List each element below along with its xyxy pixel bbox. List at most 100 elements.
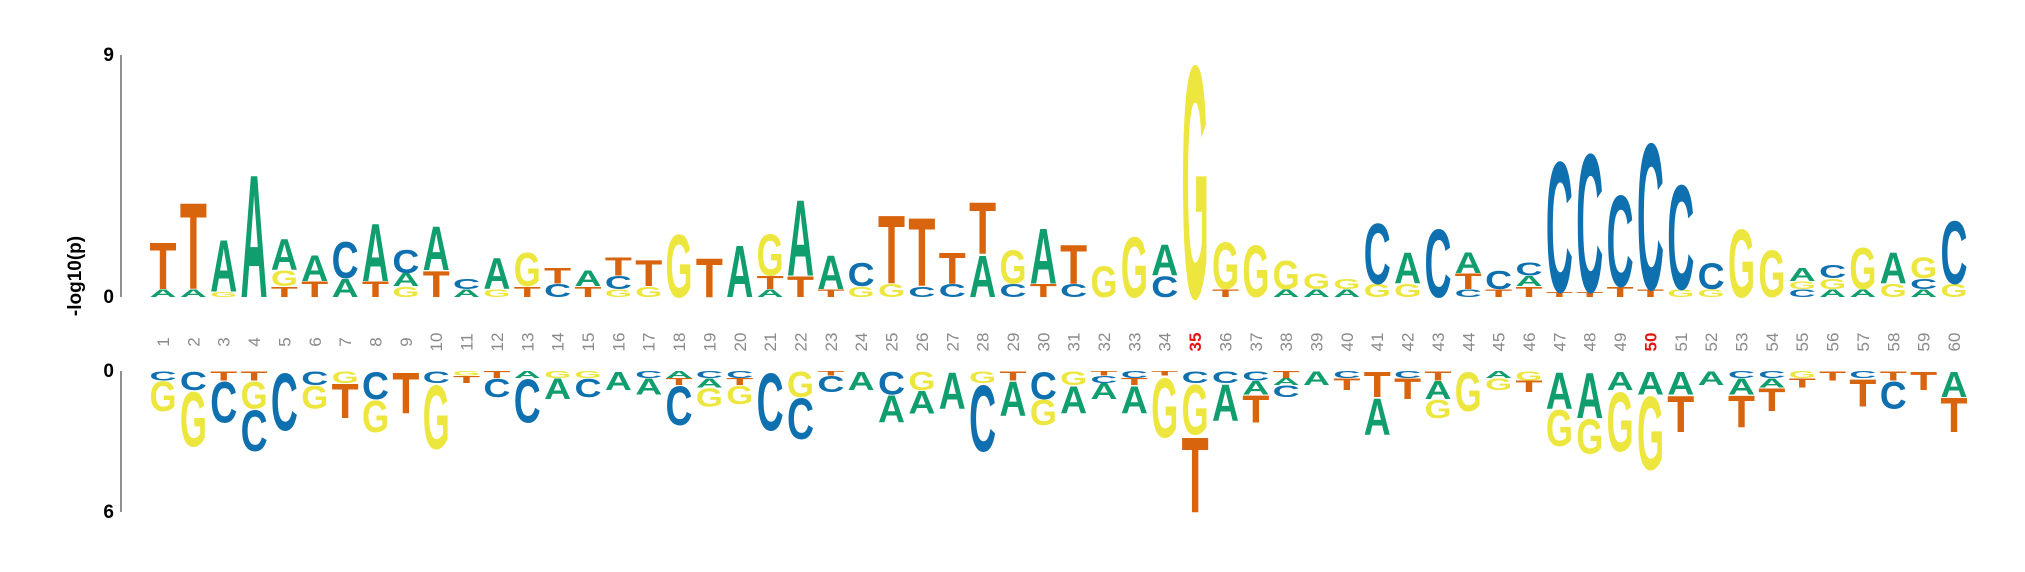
logo-letter: T xyxy=(453,374,480,385)
logo-letter: T xyxy=(1607,284,1635,301)
logo-letter: G xyxy=(514,244,541,298)
logo-letter: C xyxy=(180,366,207,395)
logo-letter: T xyxy=(362,277,389,302)
logo-letter: A xyxy=(1303,287,1330,300)
logo-letter: T xyxy=(1151,370,1179,377)
position-label: 51 xyxy=(1672,333,1691,352)
logo-letter: T xyxy=(423,263,450,305)
logo-letter: T xyxy=(271,284,299,301)
logo-letter: G xyxy=(1758,236,1785,311)
logo-letter: T xyxy=(1242,388,1269,432)
logo-letter: G xyxy=(1789,279,1816,292)
position-label: 43 xyxy=(1429,333,1448,352)
logo-letter: G xyxy=(1485,376,1512,394)
logo-letter: A xyxy=(1212,373,1239,432)
position-label: 23 xyxy=(822,333,841,352)
logo-letter: T xyxy=(1333,376,1361,394)
logo-letter: G xyxy=(1576,411,1603,465)
position-label: 4 xyxy=(245,337,264,346)
logo-letter: T xyxy=(696,248,723,310)
logo-letter: T xyxy=(301,277,328,302)
logo-letter: A xyxy=(1091,379,1118,405)
logo-letter: T xyxy=(1030,281,1057,302)
logo-letter: T xyxy=(1455,269,1482,294)
logo-letter: G xyxy=(999,241,1026,295)
logo-letter: A xyxy=(574,266,601,291)
position-label: 14 xyxy=(549,333,568,352)
logo-letter: G xyxy=(757,222,784,289)
y2-tick-label: 6 xyxy=(103,502,114,523)
logo-letter: G xyxy=(1607,375,1634,469)
y-tick-label: 0 xyxy=(103,287,114,308)
position-label: 29 xyxy=(1004,333,1023,352)
position-label: 9 xyxy=(397,337,416,346)
position-label: 45 xyxy=(1490,333,1509,352)
logo-letter: A xyxy=(1303,368,1330,390)
logo-letter: C xyxy=(392,243,419,281)
logo-letter: C xyxy=(1485,265,1512,294)
logo-letter: T xyxy=(1637,287,1664,300)
logo-letter: G xyxy=(453,370,480,377)
logo-letter: A xyxy=(726,230,753,313)
logo-letter: T xyxy=(392,361,419,427)
logo-letter: T xyxy=(1091,370,1119,377)
logo-letter: T xyxy=(757,273,784,294)
logo-letter: A xyxy=(544,374,571,406)
logo-letter: C xyxy=(1394,369,1421,380)
logo-letter: G xyxy=(1424,395,1451,424)
logo-letter: C xyxy=(271,358,298,448)
logo-letter: C xyxy=(1910,276,1937,293)
logo-letter: G xyxy=(1394,281,1421,302)
logo-letter: C xyxy=(1455,287,1482,300)
logo-letter: G xyxy=(1667,287,1694,300)
logo-letter: T xyxy=(1819,369,1846,383)
logo-letter: G xyxy=(150,374,177,421)
logo-letter: A xyxy=(210,225,237,308)
position-label: 48 xyxy=(1581,333,1600,352)
logo-letter: A xyxy=(1607,366,1634,395)
logo-letter: A xyxy=(1546,362,1573,421)
logo-letter: T xyxy=(878,195,905,304)
logo-letter: C xyxy=(544,281,571,302)
logo-letter: T xyxy=(1910,366,1937,395)
position-label: 56 xyxy=(1824,333,1843,352)
logo-letter: T xyxy=(1424,369,1451,383)
logo-letter: T xyxy=(483,369,510,380)
logo-letter: C xyxy=(1667,155,1694,322)
logo-letter: C xyxy=(1030,364,1057,408)
logo-letter: C xyxy=(1121,369,1148,380)
logo-letter: G xyxy=(1819,276,1846,293)
logo-letter: T xyxy=(635,252,662,294)
logo-letter: C xyxy=(1728,369,1755,380)
logo-letter: A xyxy=(1060,379,1087,423)
position-label: 33 xyxy=(1125,333,1144,352)
logo-letter: A xyxy=(787,179,814,299)
logo-letter: T xyxy=(1364,365,1392,405)
logo-letter: A xyxy=(514,369,541,380)
logo-letter: C xyxy=(1819,262,1846,283)
logo-letter: A xyxy=(1242,377,1269,399)
logo-letter: A xyxy=(848,366,875,395)
logo-letter: G xyxy=(574,369,601,380)
logo-letter: A xyxy=(1667,366,1694,402)
logo-letter: T xyxy=(1758,382,1786,418)
logo-letter: C xyxy=(332,231,359,290)
logo-letter: T xyxy=(514,284,542,301)
logo-letter: T xyxy=(1212,287,1239,300)
logo-letter: T xyxy=(180,179,207,316)
logo-letter: A xyxy=(483,249,510,299)
logo-letter: A xyxy=(1728,374,1755,400)
logo-letter: G xyxy=(1212,228,1239,303)
logo-letter: A xyxy=(362,206,389,299)
position-label: 6 xyxy=(306,337,325,346)
position-label: 31 xyxy=(1065,333,1084,352)
logo-letter: T xyxy=(939,243,966,293)
logo-letter: C xyxy=(878,366,905,402)
position-label: 40 xyxy=(1338,333,1357,352)
logo-letter: C xyxy=(605,273,632,294)
logo-letter: T xyxy=(574,284,602,301)
position-label: 28 xyxy=(974,333,993,352)
logo-letter: T xyxy=(210,369,237,383)
logo-letter: G xyxy=(210,290,237,298)
position-label: 46 xyxy=(1520,333,1539,352)
